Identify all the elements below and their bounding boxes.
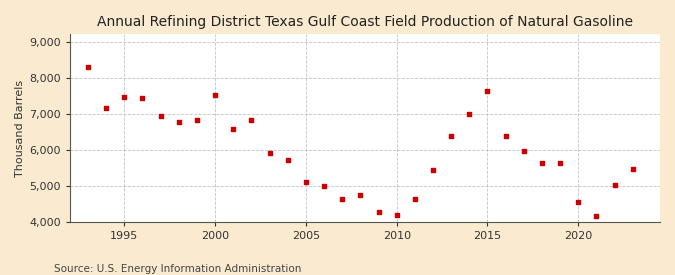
Point (137, 96, 148, 101)
Point (101, 106, 111, 110)
Point (392, 212, 402, 217)
Point (173, 119, 184, 124)
Point (537, 160, 547, 165)
Point (627, 167, 638, 172)
Point (410, 197, 421, 202)
Point (319, 184, 329, 189)
Point (464, 112, 475, 117)
Title: Annual Refining District Texas Gulf Coast Field Production of Natural Gasoline: Annual Refining District Texas Gulf Coas… (97, 15, 633, 29)
Point (192, 118, 202, 122)
Point (282, 158, 293, 162)
Point (555, 161, 566, 165)
Point (119, 95, 130, 100)
Point (610, 183, 620, 187)
Point (300, 180, 311, 184)
Point (82, 65, 93, 70)
Point (246, 118, 256, 122)
Point (210, 93, 221, 97)
Y-axis label: Thousand Barrels: Thousand Barrels (15, 79, 25, 177)
Text: Source: U.S. Energy Information Administration: Source: U.S. Energy Information Administ… (54, 264, 301, 274)
Point (155, 114, 166, 119)
Point (355, 193, 366, 197)
Point (518, 149, 529, 153)
Point (373, 210, 384, 214)
Point (264, 151, 275, 155)
Point (591, 213, 602, 218)
Point (228, 126, 239, 131)
Point (427, 168, 438, 172)
Point (446, 134, 456, 138)
Point (573, 199, 584, 204)
Point (500, 134, 511, 138)
Point (482, 88, 493, 93)
Point (337, 197, 348, 202)
